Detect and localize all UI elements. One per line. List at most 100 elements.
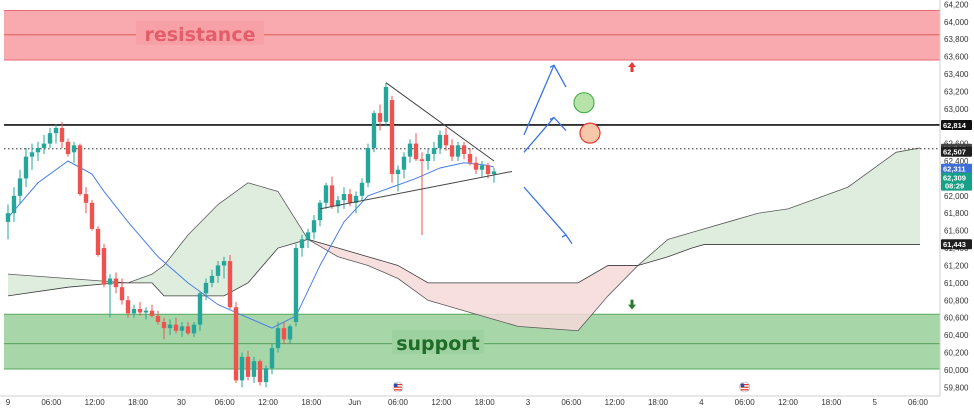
candle[interactable] [143,307,149,320]
candle[interactable] [41,134,47,155]
candle[interactable] [245,350,251,381]
candle[interactable] [365,143,371,188]
candle[interactable] [179,322,185,337]
candle[interactable] [341,187,347,209]
candle[interactable] [317,200,323,227]
candle[interactable] [203,278,209,301]
candle[interactable] [299,234,305,257]
candle[interactable] [5,204,11,240]
axes [0,0,941,397]
candle[interactable] [161,317,167,340]
us-event-flag-icon[interactable] [739,381,750,393]
candle[interactable] [149,304,155,318]
candle[interactable] [113,272,119,294]
target-circle-red[interactable] [579,122,601,144]
candle[interactable] [233,302,239,383]
us-event-flag-icon[interactable] [392,381,404,393]
candle[interactable] [443,127,449,151]
candle[interactable] [119,278,125,305]
candle[interactable] [155,310,161,325]
candle[interactable] [173,317,179,334]
candle[interactable] [389,95,395,183]
candle[interactable] [287,324,293,344]
candle[interactable] [23,147,29,188]
candle[interactable] [311,214,317,240]
candle[interactable] [53,124,59,144]
candle[interactable] [89,200,95,231]
candle[interactable] [371,110,377,153]
candle[interactable] [407,139,413,163]
trendlines[interactable] [319,82,513,210]
candle-body-up [341,194,347,201]
candle[interactable] [473,156,479,175]
candle[interactable] [437,130,443,155]
candle[interactable] [461,141,467,160]
candle[interactable] [17,169,23,205]
projection-arrow-3[interactable] [523,186,573,245]
candle[interactable] [455,141,461,162]
candle[interactable] [227,255,233,309]
y-tick-label: 62,000 [944,192,969,201]
candle[interactable] [35,141,41,162]
candle[interactable] [449,139,455,162]
trendline-2[interactable] [319,170,513,210]
candle[interactable] [425,147,431,170]
candle[interactable] [65,138,71,157]
candle[interactable] [215,261,221,283]
candle[interactable] [413,133,419,162]
arrow-shaft [523,186,567,236]
candle[interactable] [95,226,101,257]
candle[interactable] [281,322,287,344]
candle[interactable] [197,291,203,331]
candle[interactable] [305,228,311,249]
candle[interactable] [209,269,215,288]
candle[interactable] [251,356,257,383]
candle[interactable] [359,178,365,201]
candle[interactable] [77,143,83,196]
candle[interactable] [47,127,53,148]
projection-arrows[interactable] [523,64,601,245]
candle[interactable] [383,82,389,127]
candle[interactable] [101,243,107,288]
candle[interactable] [185,322,191,336]
candle[interactable] [107,274,113,318]
candle[interactable] [221,256,227,279]
candle[interactable] [263,365,269,388]
candle[interactable] [377,104,383,131]
price-tag-bg [941,239,972,250]
projection-arrow-2[interactable] [523,116,567,153]
candle[interactable] [467,147,473,166]
arrow-shaft [523,65,555,136]
target-circle-green[interactable] [573,92,595,114]
candle[interactable] [419,152,425,235]
candle[interactable] [275,322,281,353]
x-tick-label: 9 [6,398,11,407]
candle[interactable] [395,165,401,192]
candle[interactable] [329,176,335,209]
candle[interactable] [131,304,137,318]
candle[interactable] [29,143,35,170]
candle[interactable] [191,322,197,337]
candle-body-up [203,282,209,294]
candle[interactable] [257,359,263,386]
candle[interactable] [167,319,173,336]
projection-arrow-1[interactable] [523,64,567,136]
candle[interactable] [137,302,143,316]
candle[interactable] [431,141,437,162]
candle[interactable] [335,195,341,214]
candle[interactable] [239,352,245,388]
candle[interactable] [59,121,65,148]
candle[interactable] [71,141,77,163]
candle[interactable] [83,187,89,214]
trendline-1[interactable] [385,82,495,162]
candle[interactable] [125,295,131,318]
candles-layer[interactable] [5,82,497,388]
candle[interactable] [269,343,275,375]
candle[interactable] [11,187,17,222]
candle[interactable] [293,243,299,327]
candle[interactable] [401,152,407,179]
candle-body-up [215,265,221,276]
candle[interactable] [323,182,329,209]
candle[interactable] [479,161,485,177]
